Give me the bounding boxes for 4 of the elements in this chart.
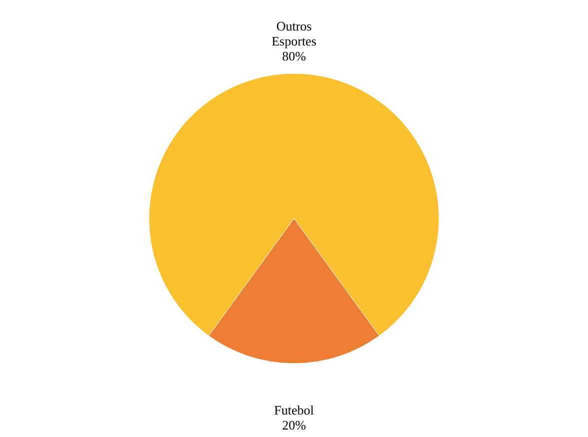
data-label: 20% [282,418,306,432]
slice-label: Outros Esportes [272,18,316,48]
data-label: 80% [282,48,306,64]
slice-label: Futebol [274,402,314,418]
